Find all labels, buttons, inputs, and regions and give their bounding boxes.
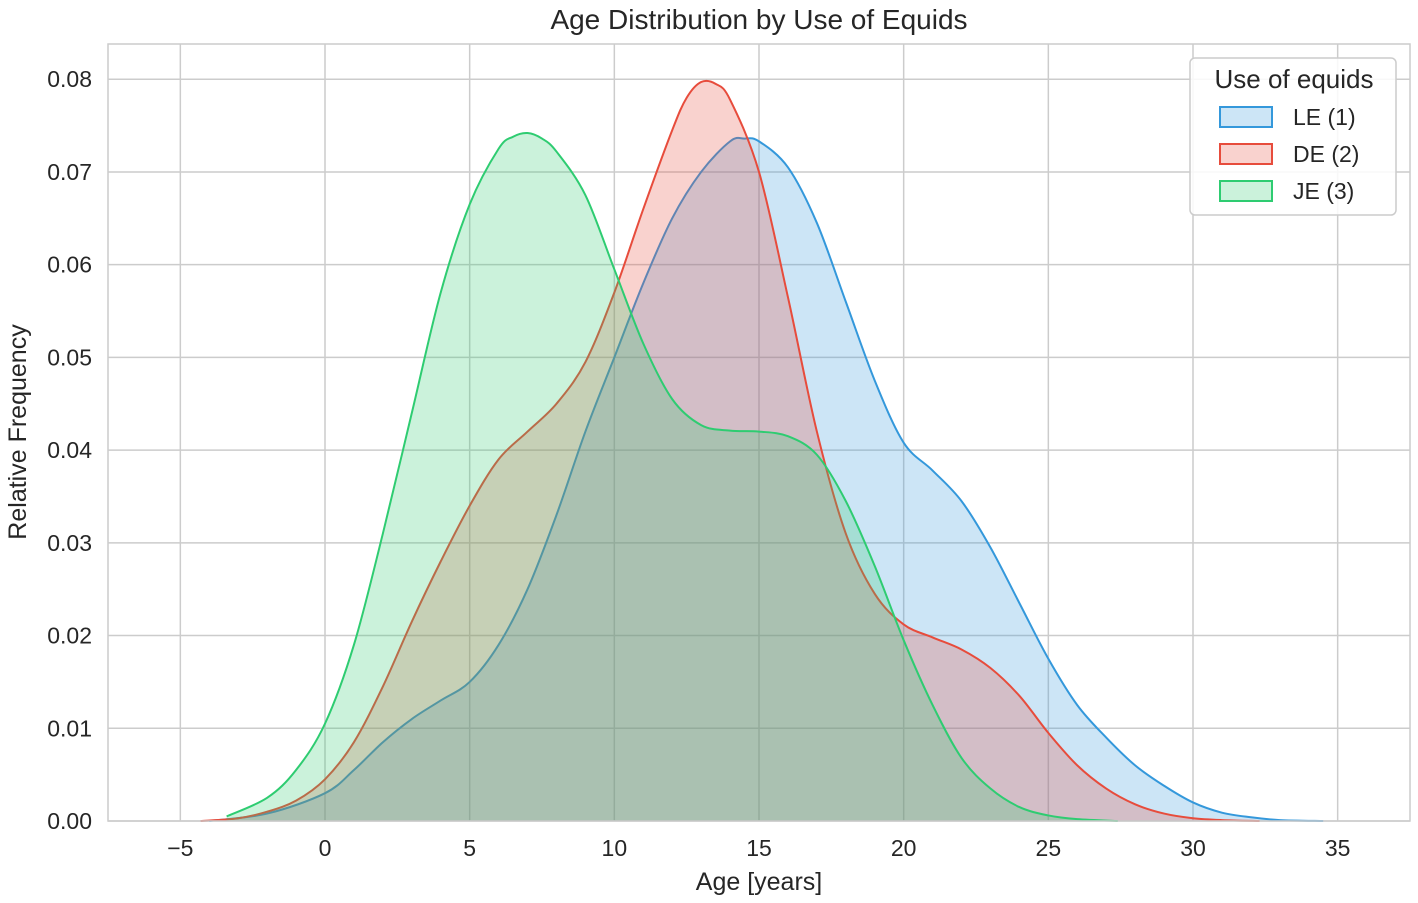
y-tick-label: 0.08 xyxy=(47,66,92,92)
x-tick-label: 25 xyxy=(1036,835,1062,861)
legend-box xyxy=(1189,57,1397,216)
legend-label: DE (2) xyxy=(1293,141,1359,167)
legend-label: JE (3) xyxy=(1293,178,1354,204)
x-tick-labels: −5 0 5 10 15 20 25 30 35 xyxy=(167,835,1350,861)
legend-swatch xyxy=(1219,143,1273,165)
chart-title: Age Distribution by Use of Equids xyxy=(550,4,967,35)
legend-swatch xyxy=(1219,106,1273,128)
plot-frame xyxy=(107,43,1411,822)
series-1 xyxy=(209,136,1324,822)
x-tick-label: 20 xyxy=(891,835,917,861)
density-line xyxy=(209,136,1324,822)
x-tick-label: 5 xyxy=(463,835,476,861)
x-tick-label: 0 xyxy=(319,835,332,861)
series-layer xyxy=(200,79,1324,822)
y-tick-labels: 0.00 0.01 0.02 0.03 0.04 0.05 0.06 0.07 0.08 xyxy=(47,66,92,834)
x-tick-label: 35 xyxy=(1325,835,1351,861)
y-tick-label: 0.06 xyxy=(47,252,92,278)
density-line xyxy=(200,79,1260,822)
series-3 xyxy=(226,131,1118,822)
density-area xyxy=(200,80,1260,822)
legend-label: LE (1) xyxy=(1293,104,1356,130)
legend-swatch xyxy=(1219,180,1273,202)
y-tick-label: 0.02 xyxy=(47,623,92,649)
density-line xyxy=(226,131,1118,822)
y-axis-label: Relative Frequency xyxy=(4,324,32,540)
density-area xyxy=(226,132,1118,822)
series-2 xyxy=(200,79,1260,822)
y-tick-label: 0.00 xyxy=(47,808,92,834)
legend: Use of equids LE (1) DE (2) JE (3) xyxy=(1189,57,1397,216)
x-tick-label: 30 xyxy=(1180,835,1206,861)
y-tick-label: 0.04 xyxy=(47,437,92,463)
x-tick-label: 10 xyxy=(602,835,628,861)
legend-item: JE (3) xyxy=(1219,178,1354,204)
x-tick-label: −5 xyxy=(167,835,193,861)
x-tick-label: 15 xyxy=(746,835,772,861)
y-tick-label: 0.03 xyxy=(47,530,92,556)
y-tick-label: 0.05 xyxy=(47,344,92,370)
y-tick-label: 0.07 xyxy=(47,159,92,185)
y-tick-label: 0.01 xyxy=(47,715,92,741)
legend-item: LE (1) xyxy=(1219,104,1356,130)
x-axis-label: Age [years] xyxy=(696,868,822,896)
legend-items: LE (1) DE (2) JE (3) xyxy=(1219,104,1359,204)
legend-item: DE (2) xyxy=(1219,141,1359,167)
legend-title: Use of equids xyxy=(1215,64,1374,94)
density-area xyxy=(209,137,1324,822)
